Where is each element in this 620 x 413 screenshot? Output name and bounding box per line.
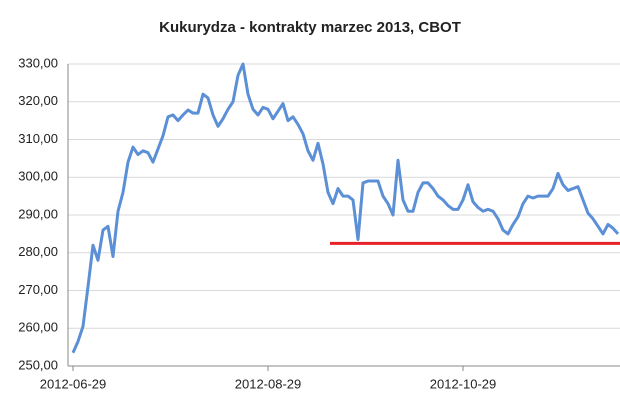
x-tick-label: 2012-10-29 [430, 376, 497, 391]
y-tick-label: 280,00 [18, 244, 58, 259]
chart-title: Kukurydza - kontrakty marzec 2013, CBOT [159, 19, 461, 36]
y-tick-label: 290,00 [18, 206, 58, 221]
line-series [71, 62, 620, 354]
y-tick-label: 250,00 [18, 357, 58, 372]
x-tick-label: 2012-08-29 [235, 376, 302, 391]
y-tick-label: 270,00 [18, 282, 58, 297]
y-tick-label: 300,00 [18, 169, 58, 184]
y-tick-label: 310,00 [18, 131, 58, 146]
y-tick-label: 330,00 [18, 55, 58, 70]
y-tick-label: 320,00 [18, 93, 58, 108]
x-tick-label: 2012-06-29 [40, 376, 107, 391]
y-tick-label: 260,00 [18, 320, 58, 335]
